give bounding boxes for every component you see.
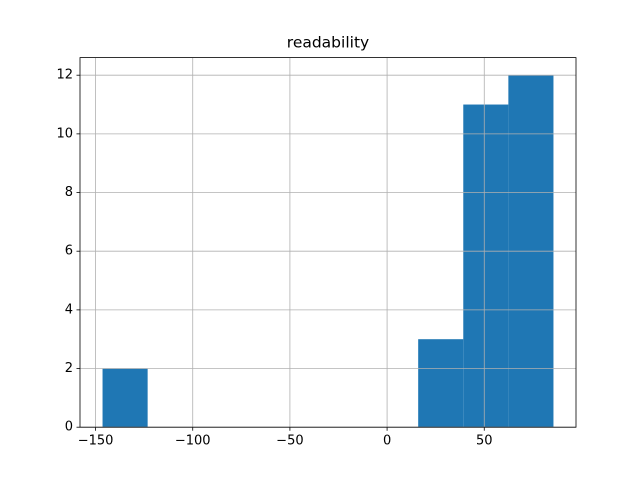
y-tick-label: 2 [65,361,73,376]
y-tick-label: 10 [56,126,73,141]
y-tick-label: 12 [56,68,73,83]
chart-title: readability [287,34,369,52]
x-tick-label: −50 [276,434,303,449]
x-tick-label: 0 [383,434,391,449]
bar [463,104,509,428]
y-tick-label: 0 [65,420,73,435]
x-tick-label: −150 [78,434,114,449]
plot-frame [79,57,577,428]
bar [102,368,148,428]
x-tick-label: 50 [476,434,493,449]
y-tick-label: 4 [65,302,73,317]
y-tick-label: 8 [65,185,73,200]
bar [418,339,464,428]
y-tick-label: 6 [65,244,73,259]
x-tick-label: −100 [175,434,211,449]
